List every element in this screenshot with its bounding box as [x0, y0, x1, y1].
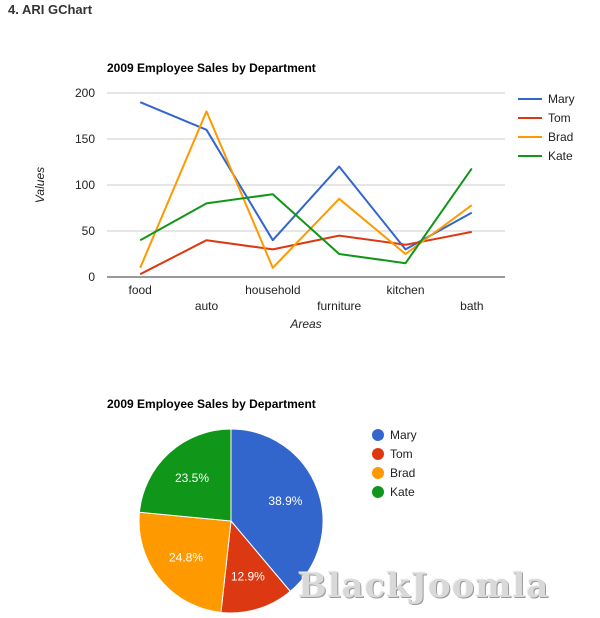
pie-label-kate: 23.5%: [175, 471, 209, 485]
page-heading: 4. ARI GChart: [8, 2, 93, 17]
pie-legend-label-brad: Brad: [390, 466, 415, 480]
pie-slice-kate: [138, 428, 232, 522]
pie-chart-title: 2009 Employee Sales by Department: [107, 397, 316, 411]
y-tick-label-50: 50: [82, 224, 96, 238]
y-tick-label-100: 100: [75, 178, 95, 192]
legend-label-mary: Mary: [548, 92, 575, 106]
pie-legend-swatch-kate: [372, 486, 384, 498]
y-axis-title: Values: [33, 167, 47, 203]
pie-slice-mary: [230, 428, 324, 593]
series-line-tom: [139, 230, 472, 276]
x-axis-title: Areas: [289, 317, 321, 331]
y-tick-label-150: 150: [75, 132, 95, 146]
pie-label-mary: 38.9%: [268, 494, 302, 508]
legend-label-kate: Kate: [548, 149, 573, 163]
pie-label-brad: 24.8%: [169, 551, 203, 565]
y-tick-label-0: 0: [88, 270, 95, 284]
pie-legend-label-tom: Tom: [390, 447, 413, 461]
pie-label-tom: 12.9%: [231, 569, 265, 583]
line-chart: 0 50 100 150 200 food auto household furniture ki…: [33, 86, 575, 331]
watermark-logo: BlackJoomla: [298, 566, 550, 606]
pie-legend-swatch-brad: [372, 467, 384, 479]
pie-legend-swatch-mary: [372, 429, 384, 441]
pie-legend-label-mary: Mary: [390, 428, 417, 442]
x-tick-label-bath: bath: [460, 299, 483, 313]
y-tick-label-200: 200: [75, 86, 95, 100]
x-tick-label-household: household: [245, 283, 300, 297]
legend-label-brad: Brad: [548, 130, 573, 144]
x-tick-label-kitchen: kitchen: [386, 283, 424, 297]
legend-label-tom: Tom: [548, 111, 571, 125]
series-line-kate: [139, 167, 473, 265]
pie-slice-tom: [220, 519, 291, 614]
x-tick-label-auto: auto: [195, 299, 219, 313]
pie-slice-brad: [138, 511, 232, 614]
pie-legend-swatch-tom: [372, 448, 384, 460]
x-tick-label-food: food: [128, 283, 151, 297]
pie-legend-label-kate: Kate: [390, 485, 415, 499]
x-tick-label-furniture: furniture: [317, 299, 361, 313]
line-chart-title: 2009 Employee Sales by Department: [107, 61, 316, 75]
